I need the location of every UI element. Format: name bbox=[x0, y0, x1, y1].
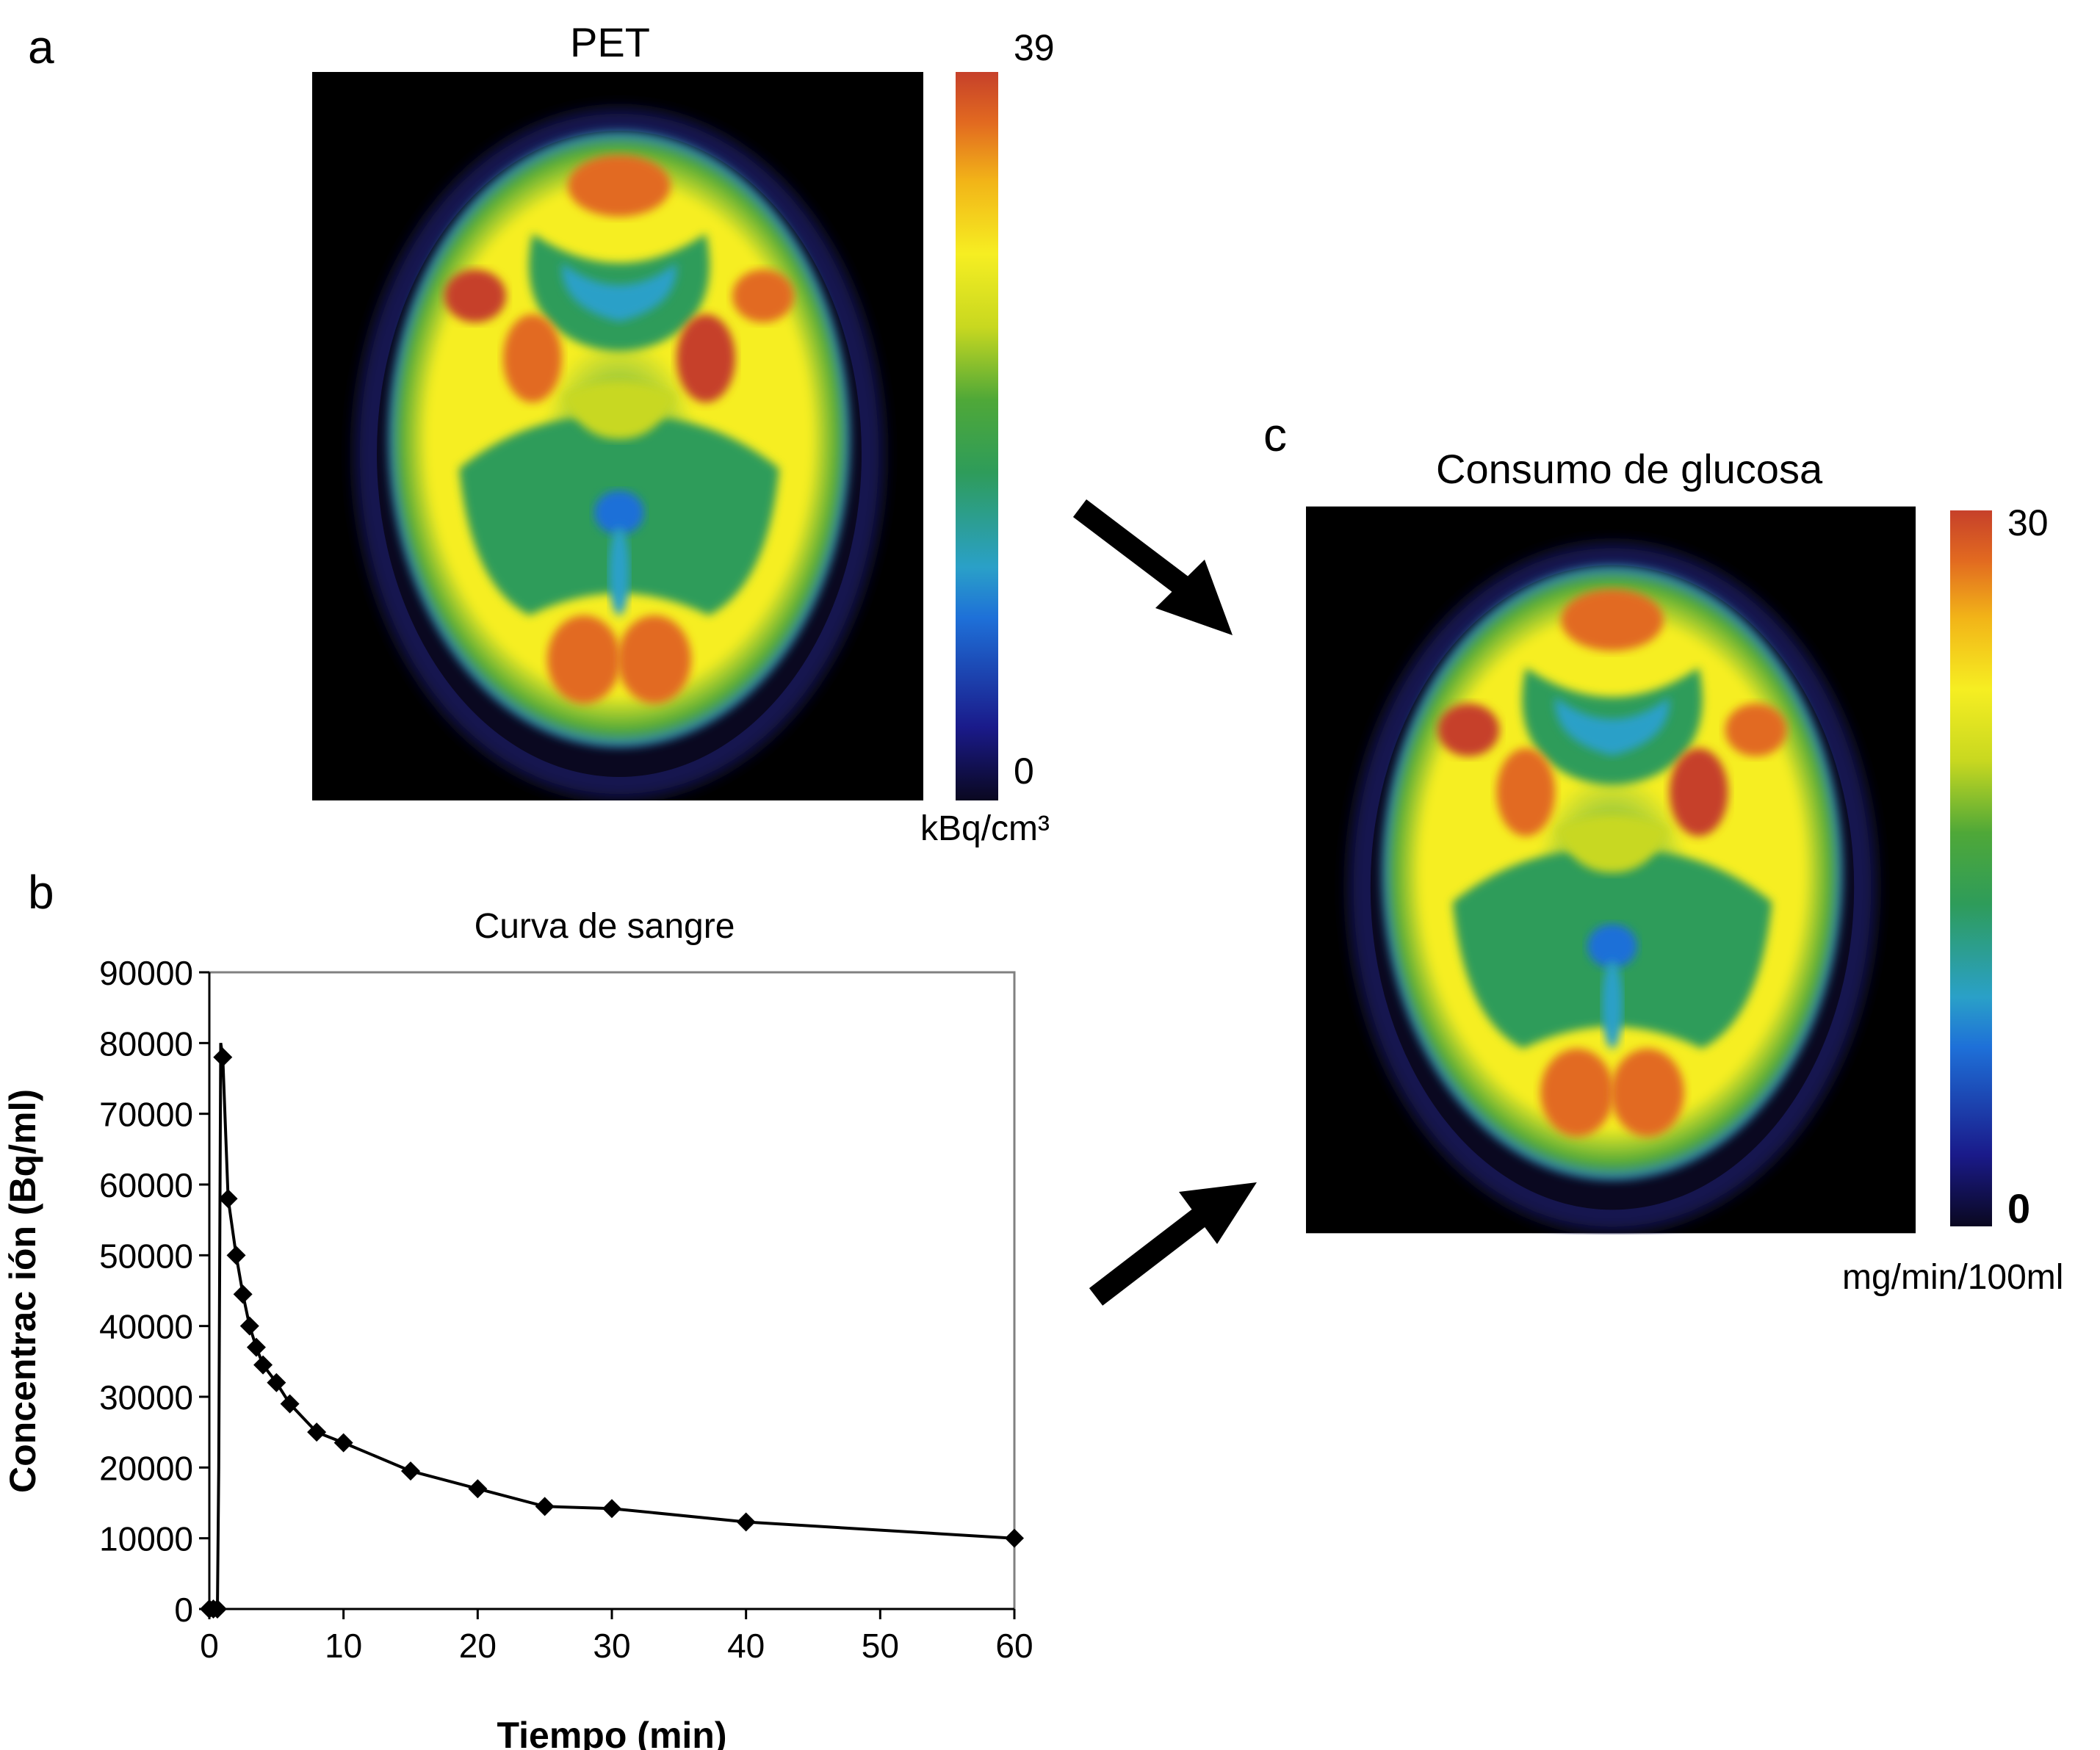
data-point bbox=[207, 1599, 227, 1619]
chart-title: Curva de sangre bbox=[475, 907, 735, 946]
data-point bbox=[246, 1337, 266, 1357]
data-point bbox=[602, 1499, 621, 1519]
y-tick-label: 90000 bbox=[99, 954, 193, 992]
data-point bbox=[233, 1284, 253, 1304]
arrow-b-to-c bbox=[1089, 1182, 1257, 1306]
data-point bbox=[218, 1189, 238, 1209]
pet-brain-image bbox=[312, 72, 923, 800]
y-tick-label: 40000 bbox=[99, 1308, 193, 1346]
blood-curve-markers bbox=[200, 1047, 1024, 1619]
pet-title: PET bbox=[570, 19, 650, 65]
y-tick-label: 60000 bbox=[99, 1166, 193, 1204]
y-tick-label: 30000 bbox=[99, 1378, 193, 1417]
data-point bbox=[239, 1316, 259, 1336]
pet-scale-max-label: 39 bbox=[1014, 27, 1055, 68]
x-tick-label: 30 bbox=[593, 1627, 630, 1665]
glucose-brain-image bbox=[1306, 506, 1916, 1234]
data-point bbox=[1005, 1528, 1024, 1548]
y-tick-label: 0 bbox=[174, 1591, 193, 1629]
data-point bbox=[253, 1355, 273, 1375]
arrow-a-to-c bbox=[1072, 499, 1233, 635]
x-tick-label: 10 bbox=[325, 1627, 362, 1665]
y-axis-label: Concentrac ión (Bq/ml) bbox=[2, 1089, 43, 1493]
y-tick-label: 80000 bbox=[99, 1024, 193, 1063]
pet-scale-min-label: 0 bbox=[1014, 751, 1034, 792]
glucose-unit-label: mg/min/100ml bbox=[1842, 1258, 2064, 1297]
panel-label-b: b bbox=[28, 866, 54, 919]
glucose-title: Consumo de glucosa bbox=[1436, 446, 1823, 492]
data-point bbox=[535, 1497, 555, 1516]
data-point bbox=[280, 1394, 300, 1414]
panel-label-c: c bbox=[1263, 408, 1287, 461]
glucose-color-scale-bar bbox=[1950, 510, 1992, 1226]
blood-curve-chart: Curva de sangre 010000200003000040000500… bbox=[2, 907, 1033, 1750]
data-point bbox=[213, 1047, 233, 1067]
data-point bbox=[307, 1422, 327, 1442]
data-point bbox=[736, 1512, 756, 1532]
y-tick-label: 20000 bbox=[99, 1449, 193, 1487]
x-axis-label: Tiempo (min) bbox=[497, 1715, 727, 1750]
data-point bbox=[226, 1245, 246, 1265]
y-tick-label: 50000 bbox=[99, 1237, 193, 1275]
x-tick-label: 60 bbox=[995, 1627, 1033, 1665]
y-tick-label: 10000 bbox=[99, 1520, 193, 1558]
data-point bbox=[468, 1479, 488, 1499]
data-point bbox=[267, 1373, 286, 1392]
pet-unit-label: kBq/cm³ bbox=[920, 809, 1050, 848]
panel-label-a: a bbox=[28, 21, 54, 73]
glucose-scale-min-label: 0 bbox=[2007, 1185, 2031, 1232]
chart-axes: 0 10000 20000 30000 40000 50000 60000 70000 8000… bbox=[99, 954, 1033, 1665]
data-point bbox=[401, 1461, 420, 1481]
x-tick-label: 40 bbox=[727, 1627, 765, 1665]
glucose-scale-max-label: 30 bbox=[2007, 502, 2049, 543]
y-tick-label: 70000 bbox=[99, 1096, 193, 1134]
x-tick-label: 0 bbox=[200, 1627, 219, 1665]
x-tick-label: 50 bbox=[862, 1627, 899, 1665]
data-point bbox=[333, 1433, 353, 1453]
x-tick-label: 20 bbox=[459, 1627, 497, 1665]
pet-color-scale-bar bbox=[956, 72, 998, 800]
arrows bbox=[1072, 499, 1257, 1306]
